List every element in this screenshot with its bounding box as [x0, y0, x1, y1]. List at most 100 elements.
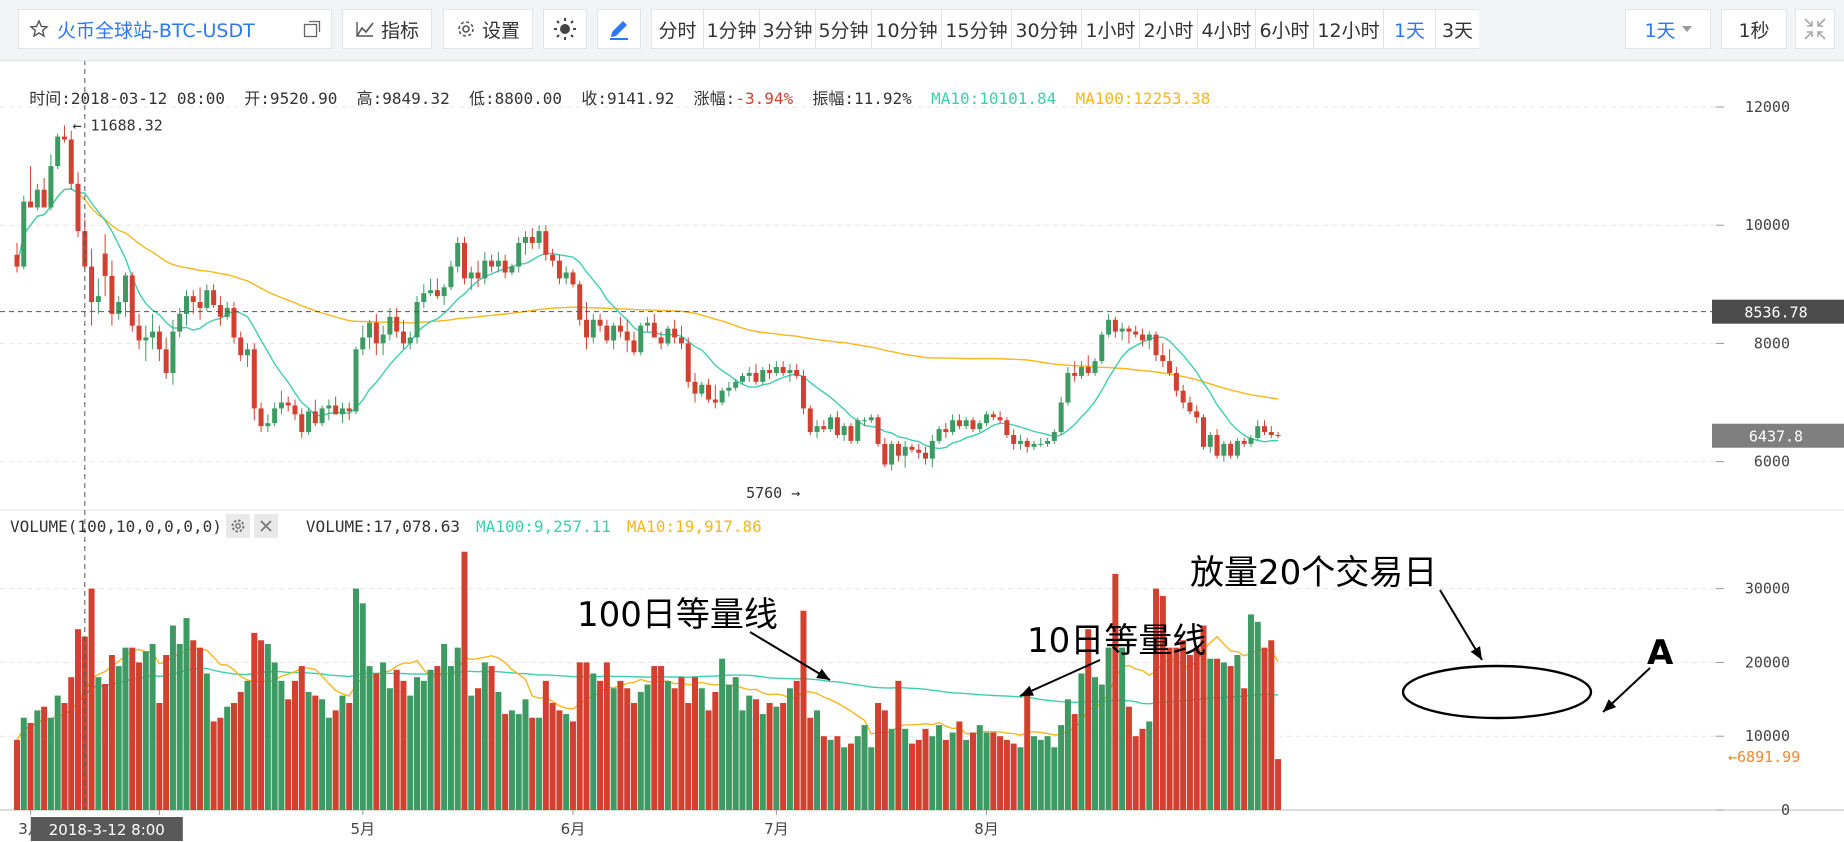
volume-bar	[380, 662, 387, 810]
volume-bar	[1180, 640, 1187, 810]
candle-body	[109, 275, 115, 314]
volume-bar	[224, 706, 231, 810]
volume-bar	[1098, 684, 1105, 810]
interval-dropdown[interactable]: 1天	[1625, 9, 1711, 49]
volume-bar	[210, 721, 217, 810]
volume-bar	[420, 680, 427, 810]
candle-body	[265, 423, 271, 427]
candle-body	[834, 417, 840, 436]
volume-bar	[1105, 647, 1112, 810]
candle-body	[468, 272, 474, 279]
candle-body	[726, 387, 732, 391]
popout-window-icon[interactable]	[303, 20, 321, 38]
volume-bar	[264, 643, 271, 810]
candle-body	[1194, 411, 1200, 418]
volume-bar	[1166, 647, 1173, 810]
candle-body	[1167, 361, 1173, 373]
interval-tab-12[interactable]: 1天	[1383, 9, 1435, 49]
candle-body	[712, 399, 718, 403]
candle-body	[516, 242, 522, 267]
volume-bar	[569, 721, 576, 810]
volume-bar	[942, 739, 949, 810]
candle-body	[1201, 417, 1206, 447]
candle-body	[1275, 435, 1281, 437]
last-price-label: 6437.8	[1749, 428, 1803, 446]
settings-label: 设置	[481, 19, 520, 42]
candle-body	[136, 325, 142, 341]
volume-close-icon[interactable]	[253, 514, 278, 538]
candle-body	[116, 302, 122, 314]
candle-body	[197, 302, 203, 308]
candle-body	[333, 405, 339, 415]
volume-bar	[990, 732, 997, 810]
candle-body	[306, 411, 312, 433]
volume-bar	[590, 673, 597, 810]
candle-body	[461, 242, 467, 279]
volume-bar	[1024, 691, 1031, 810]
candle-body	[875, 417, 881, 444]
volume-bar	[230, 702, 237, 810]
volume-bar	[922, 728, 929, 810]
candle-body	[502, 260, 508, 273]
candle-body	[1187, 402, 1193, 412]
candle-body	[299, 414, 305, 433]
interval-tab-2[interactable]: 3分钟	[759, 9, 815, 49]
fullscreen-button[interactable]	[1795, 9, 1835, 49]
interval-tab-10[interactable]: 6小时	[1255, 9, 1313, 49]
interval-tab-3[interactable]: 5分钟	[815, 9, 871, 49]
candle-body	[699, 384, 705, 394]
interval-tab-5[interactable]: 15分钟	[941, 9, 1011, 49]
ohlc-info-bar: 时间:2018-03-12 08:00 开:9520.90 高:9849.32 …	[10, 66, 1210, 109]
volume-bar	[1031, 736, 1037, 810]
candle-body	[428, 290, 434, 294]
info-ma10: MA10:10101.84	[931, 89, 1057, 108]
theme-toggle[interactable]	[543, 9, 587, 49]
price-tick-label: 6000	[1754, 453, 1790, 471]
draw-tool-button[interactable]	[597, 9, 641, 49]
interval-tab-7[interactable]: 1小时	[1081, 9, 1139, 49]
volume-bar	[712, 691, 719, 810]
interval-tab-11[interactable]: 12小时	[1313, 9, 1383, 49]
candle-body	[448, 266, 454, 288]
refresh-rate-selector[interactable]: 1秒	[1721, 9, 1787, 49]
volume-bar	[664, 680, 671, 810]
symbol-selector[interactable]: 火币全球站-BTC-USDT	[18, 9, 332, 49]
volume-bar	[454, 647, 461, 810]
interval-tab-8[interactable]: 2小时	[1139, 9, 1197, 49]
volume-bar	[427, 669, 434, 810]
star-icon[interactable]	[29, 19, 49, 39]
volume-bar	[949, 732, 956, 810]
crosshair-time-box	[30, 817, 183, 841]
candle-body	[190, 296, 196, 303]
candle-body	[1092, 361, 1098, 373]
interval-tab-13[interactable]: 3天	[1435, 9, 1479, 49]
volume-bar	[88, 588, 95, 810]
volume-settings-gear-icon[interactable]	[225, 514, 250, 538]
candle-body	[523, 237, 528, 243]
volume-bar	[725, 684, 732, 810]
candle-body	[170, 331, 176, 373]
interval-tab-6[interactable]: 30分钟	[1011, 9, 1081, 49]
indicator-button[interactable]: 指标	[342, 9, 432, 49]
volume-bar	[549, 702, 556, 810]
interval-tab-9[interactable]: 4小时	[1197, 9, 1255, 49]
interval-tab-1[interactable]: 1分钟	[703, 9, 759, 49]
candle-body	[692, 381, 698, 394]
volume-bar	[1268, 640, 1275, 810]
volume-bar	[434, 666, 441, 810]
candle-body	[631, 340, 637, 353]
interval-tab-4[interactable]: 10分钟	[871, 9, 941, 49]
annotation-ma10-arrow	[1019, 659, 1101, 697]
settings-button[interactable]: 设置	[443, 9, 533, 49]
candle-body	[129, 275, 135, 326]
time-tick-label: 6月	[561, 820, 586, 838]
volume-bar	[888, 728, 895, 810]
volume-bar	[1125, 706, 1132, 810]
volume-bar	[373, 673, 380, 810]
volume-bar	[495, 691, 502, 810]
interval-tab-0[interactable]: 分时	[651, 9, 703, 49]
candle-body	[285, 402, 291, 406]
candle-body	[312, 411, 318, 424]
volume-bar	[529, 717, 536, 810]
